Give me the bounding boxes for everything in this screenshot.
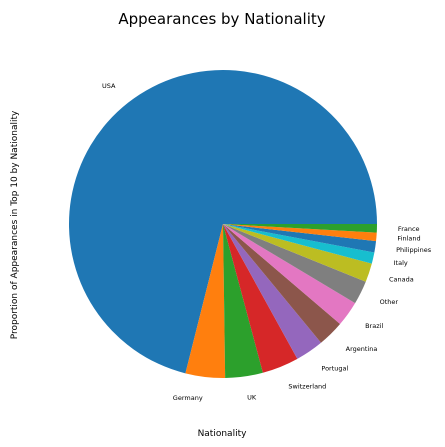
slice-label-switzerland: Switzerland [288, 382, 326, 390]
pie-slice-uk [223, 224, 263, 378]
pie-slice-switzerland [223, 224, 298, 373]
pie-slice-finland [223, 224, 377, 242]
slice-label-philippines: Philippines [396, 246, 432, 254]
pie-slices [69, 69, 378, 379]
pie-slice-brazil [223, 224, 356, 325]
slice-label-other: Other [380, 298, 399, 306]
pie-slice-portugal [223, 224, 322, 359]
slice-label-finland: Finland [397, 235, 420, 243]
slice-label-canada: Canada [389, 275, 414, 283]
chart-title: Appearances by Nationality [118, 10, 325, 28]
pie-slice-argentina [223, 224, 341, 343]
pie-slice-canada [223, 224, 372, 282]
slice-label-brazil: Brazil [365, 322, 383, 330]
slice-label-italy: Italy [394, 259, 408, 267]
slice-label-uk: UK [247, 393, 257, 401]
slice-label-portugal: Portugal [321, 365, 348, 373]
pie-slice-other [223, 224, 366, 304]
slice-label-france: France [398, 225, 420, 233]
slice-label-usa: USA [102, 82, 116, 90]
x-axis-label: Nationality [198, 429, 248, 439]
pie-slice-philippines [223, 224, 377, 253]
slice-label-argentina: Argentina [346, 345, 378, 353]
pie-slice-usa [69, 69, 378, 374]
y-axis-label: Proportion of Appearances in Top 10 by N… [10, 110, 20, 339]
pie-slice-italy [223, 224, 375, 264]
pie-slice-germany [185, 224, 226, 379]
pie-slice-france [223, 224, 377, 233]
pie-slice-labels: USA Germany UK Switzerland Portugal Argentina… [102, 82, 432, 402]
slice-label-germany: Germany [173, 394, 203, 402]
